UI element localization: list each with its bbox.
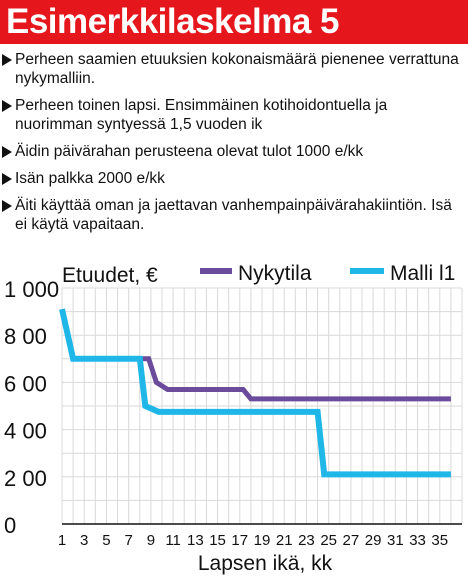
x-tick-label: 25 [320,532,337,549]
bullet-text: Äidin päivärahan perusteena olevat tulot… [15,143,364,160]
x-tick-label: 7 [124,532,132,549]
y-tick-label: 2 00 [4,466,47,491]
x-axis-label: Lapsen ikä, kk [198,552,333,575]
x-tick-label: 35 [431,532,448,549]
bullet-item: Äidin päivärahan perusteena olevat tulot… [0,142,468,161]
triangle-bullet-icon [2,146,12,158]
legend-label: Malli l1 [390,262,455,285]
x-tick-label: 3 [80,532,88,549]
y-tick-label: 4 00 [4,419,47,444]
x-tick-label: 21 [276,532,293,549]
x-tick-label: 13 [187,532,204,549]
x-tick-label: 33 [409,532,426,549]
bullet-text: Perheen saamien etuuksien kokonaismäärä … [15,51,459,87]
x-tick-label: 11 [165,532,181,549]
bullet-text: Perheen toinen lapsi. Ensimmäinen kotiho… [15,97,388,133]
x-tick-label: 15 [209,532,226,549]
y-tick-label: 0 [4,513,16,538]
bullet-item: Perheen saamien etuuksien kokonaismäärä … [0,50,468,88]
legend-label: Nykytila [238,262,312,285]
x-tick-label: 5 [102,532,110,549]
triangle-bullet-icon [2,54,12,66]
bullet-item: Perheen toinen lapsi. Ensimmäinen kotiho… [0,96,468,134]
x-tick-label: 17 [231,532,248,549]
triangle-bullet-icon [2,100,12,112]
bullet-text: Isän palkka 2000 e/kk [15,170,165,187]
x-tick-label: 9 [147,532,155,549]
chart-grid [61,287,463,524]
series-line-malli [59,308,451,478]
page-title: Esimerkkilaskelma 5 [6,2,339,41]
bullet-list: Perheen saamien etuuksien kokonaismäärä … [0,50,468,242]
y-tick-label: 8 00 [4,324,47,349]
series-line-nykytila [59,308,451,402]
x-tick-label: 19 [254,532,271,549]
chart-lines [59,308,451,478]
x-tick-label: 23 [298,532,315,549]
x-tick-label: 27 [343,532,360,549]
header-banner: Esimerkkilaskelma 5 [0,0,468,44]
bullet-item: Isän palkka 2000 e/kk [0,169,468,188]
y-tick-label: 6 00 [4,371,47,396]
bullet-text: Äiti käyttää oman ja jaettavan vanhempai… [15,197,452,233]
y-axis-label: Etuudet, € [62,264,158,287]
triangle-bullet-icon [2,200,12,212]
x-tick-label: 1 [58,532,66,549]
chart-legend: Nykytila Malli l1 [200,262,455,285]
bullet-item: Äiti käyttää oman ja jaettavan vanhempai… [0,196,468,234]
triangle-bullet-icon [2,173,12,185]
x-tick-label: 29 [365,532,382,549]
y-tick-label: 1 000 [4,277,59,302]
x-tick-label: 31 [387,532,404,549]
